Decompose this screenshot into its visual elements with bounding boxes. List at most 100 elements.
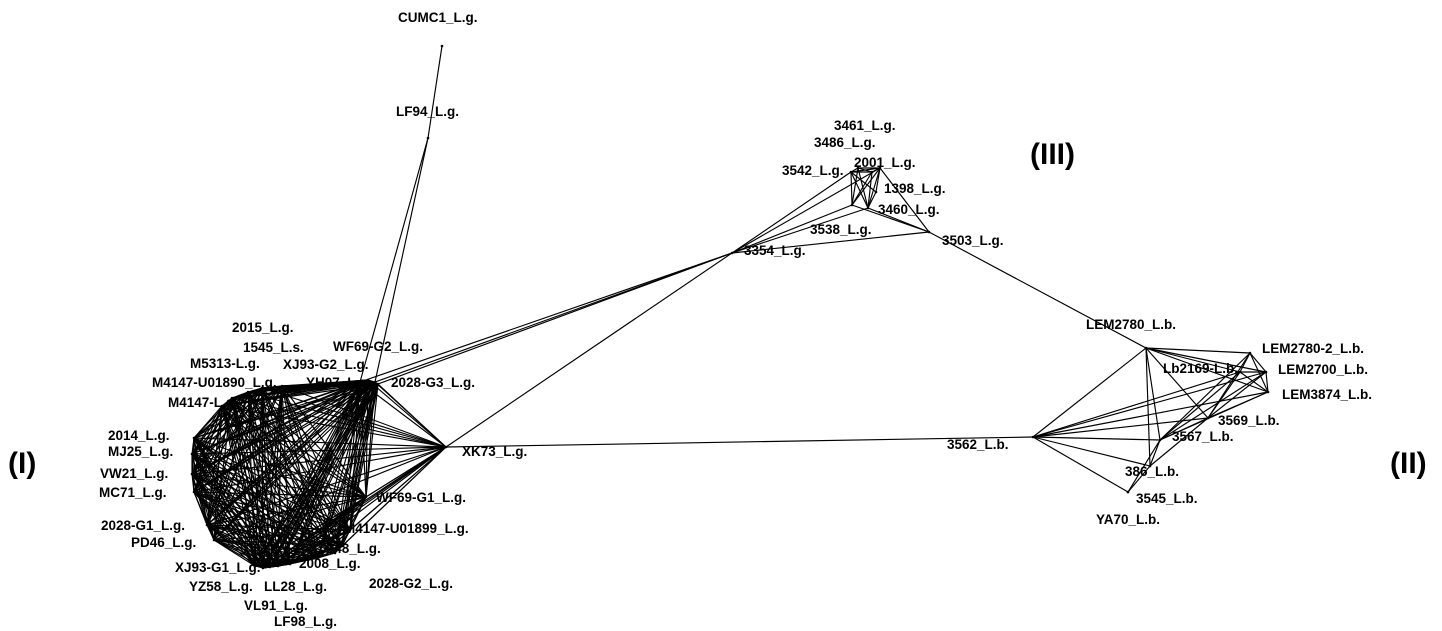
node-lem3874-l-b (1266, 390, 1270, 394)
node-label-ya70-l-b: YA70_L.b. (1096, 512, 1160, 527)
node-label-m4147-l-g: M4147-L.g. (168, 395, 238, 410)
node-3460-l-g (866, 206, 870, 210)
node-lem2700-l-b (1264, 370, 1268, 374)
node-label-m5313-l-g: M5313-L.g. (190, 356, 260, 371)
edge-xk73-l-g-1545-l-s (281, 385, 447, 448)
node-label-3567-l-b: 3567_L.b. (1172, 429, 1234, 444)
edge-xj93-g2-l-g-2014-l-g (193, 381, 361, 439)
node-lf94-l-g (426, 136, 430, 140)
edge-1545-l-s-vl91-l-g (262, 385, 283, 569)
node-vw21-l-g (190, 472, 194, 476)
edge-3461-l-g-2001-l-g (871, 167, 881, 173)
node-yz58-l-g (268, 565, 272, 569)
node-label-3569-l-b: 3569_L.b. (1218, 413, 1280, 428)
edge-2028-g3-l-g-1545-l-s (281, 383, 379, 387)
edge-3562-l-b-3567-l-b (1032, 436, 1161, 441)
node-label-2028-g1-l-g: 2028-G1_L.g. (101, 518, 185, 533)
node-xk73-l-g (444, 445, 448, 449)
node-label-3503-l-g: 3503_L.g. (942, 233, 1004, 248)
edge-3567-l-b-3545-l-b (1127, 439, 1161, 493)
edge-2014-l-g-l48-l-g (193, 437, 343, 547)
edge-vw21-l-g-wf69-g1-l-g (191, 473, 367, 498)
node-l48-l-g (340, 544, 344, 548)
edge-3461-l-g-3460-l-g (867, 171, 873, 209)
node-ya70-l-b (1126, 490, 1130, 494)
edge-xj93-g1-l-g-2015-l-g (254, 387, 263, 567)
node-label-xj93-g2-l-g: XJ93-G2_L.g. (283, 357, 369, 372)
edge-vw21-l-g-xk73-l-g (191, 446, 447, 475)
node-label-1545-l-s: 1545_L.s. (243, 340, 304, 355)
node-label-386-l-b: 386_L.b. (1125, 464, 1179, 479)
node-label-lf94-l-g: LF94_L.g. (396, 104, 459, 119)
edge-wf69-g1-l-g-1545-l-s (281, 385, 367, 498)
node-label-xk73-l-g: XK73_L.g. (462, 444, 527, 459)
edge-2015-l-g-1545-l-s (261, 385, 283, 389)
node-label-3461-l-g: 3461_L.g. (834, 118, 896, 133)
edge-lf94-l-g-yh07-l-g (374, 137, 429, 383)
labels-layer: CUMC1_L.g. LF94_L.g. 2015_L.g. 1545_L.s. WF6… (99, 10, 1372, 629)
node-pd46-l-g (212, 538, 216, 542)
edge-2008-l-g-wf69-g1-l-g (317, 496, 367, 559)
node-label-3460-l-g: 3460_L.g. (878, 202, 940, 217)
edge-xk73-l-g-2015-l-g (261, 387, 447, 448)
node-label-m4147-u01899-l-g: M4147-U01899_L.g. (344, 521, 469, 536)
node-label-yh07-l-g: YH07_L.g. (306, 375, 371, 390)
node-lem2780-2-l-b (1248, 351, 1252, 355)
edge-3569-l-b-386-l-b (1149, 417, 1209, 467)
edge-pd46-l-g-2028-g2-l-g (213, 539, 336, 554)
edge-lem2780-l-b-3569-l-b (1145, 347, 1209, 419)
edge-wf69-g1-l-g-2028-g2-l-g (334, 496, 367, 554)
edge-2001-l-g-3460-l-g (867, 167, 881, 209)
node-xj93-g1-l-g (253, 564, 257, 568)
edge-mc71-l-g-2015-l-g (193, 387, 263, 493)
node-yh07-l-g (373, 380, 377, 384)
node-lf98-l-g (288, 562, 292, 566)
edge-m4147-u01899-l-g-1545-l-s (281, 385, 351, 531)
edge-lem2780-l-b-lem2700-l-b (1145, 347, 1267, 373)
node-2028-g1-l-g (205, 523, 209, 527)
edge-3562-l-b-3545-l-b (1032, 436, 1129, 493)
edge-3567-l-b-386-l-b (1149, 439, 1161, 467)
edge-lem2780-l-b-3567-l-b (1145, 347, 1161, 441)
node-xj93-g2-l-g (358, 380, 362, 384)
node-2028-g2-l-g (333, 551, 337, 555)
node-m4147-l-g (220, 404, 224, 408)
node-3562-l-b (1031, 435, 1035, 439)
edge-3538-l-g-3503-l-g (851, 204, 930, 233)
node-label-2015-l-g: 2015_L.g. (232, 320, 294, 335)
node-label-l48-l-g: L48_L.g. (326, 541, 381, 556)
edge-3486-l-g-3538-l-g (851, 167, 859, 206)
node-label-lem2780-l-b: LEM2780_L.b. (1086, 317, 1176, 332)
node-label-wf69-g2-l-g: WF69-G2_L.g. (333, 339, 423, 354)
node-label-3545-l-b: 3545_L.b. (1136, 491, 1198, 506)
edge-xj93-g1-l-g-1545-l-s (254, 385, 283, 567)
node-lem2780-l-b (1144, 346, 1148, 350)
nodes-layer (190, 44, 1270, 570)
node-1545-l-s (280, 384, 284, 388)
node-lb2169-l-b (1238, 370, 1242, 374)
edge-3461-l-g-3538-l-g (851, 171, 873, 206)
edge-3354-l-g-3542-l-g (731, 171, 852, 254)
edge-lem2780-l-b-lem3874-l-b (1145, 347, 1269, 393)
edge-386-l-b-3545-l-b (1127, 465, 1151, 493)
edge-xk73-l-g-lf98-l-g (289, 446, 447, 565)
edge-mj25-l-g-wf69-g1-l-g (191, 453, 367, 498)
edge-2008-l-g-2015-l-g (261, 387, 319, 559)
edge-3354-l-g-3460-l-g (731, 207, 869, 254)
node-label-2008-l-g: 2008_L.g. (299, 556, 361, 571)
node-label-lem3874-l-b: LEM3874_L.b. (1282, 387, 1372, 402)
edge-2001-l-g-3503-l-g (879, 167, 930, 233)
edge-2014-l-g-1545-l-s (193, 385, 283, 439)
edge-lem2780-2-l-b-lem2700-l-b (1249, 352, 1267, 373)
edge-vw21-l-g-2015-l-g (191, 387, 263, 475)
node-label-pd46-l-g: PD46_L.g. (131, 535, 196, 550)
node-label-2028-g3-l-g: 2028-G3_L.g. (391, 375, 475, 390)
node-3569-l-b (1206, 416, 1210, 420)
edge-3354-l-g-3503-l-g (731, 231, 930, 254)
edge-m4147-l-g-2014-l-g (193, 405, 223, 439)
node-wf69-g2-l-g (366, 378, 370, 382)
edge-lem2780-l-b-lb2169-l-b (1145, 347, 1241, 373)
edge-pd46-l-g-wf69-g1-l-g (213, 496, 367, 541)
node-m5313-l-g (246, 390, 250, 394)
